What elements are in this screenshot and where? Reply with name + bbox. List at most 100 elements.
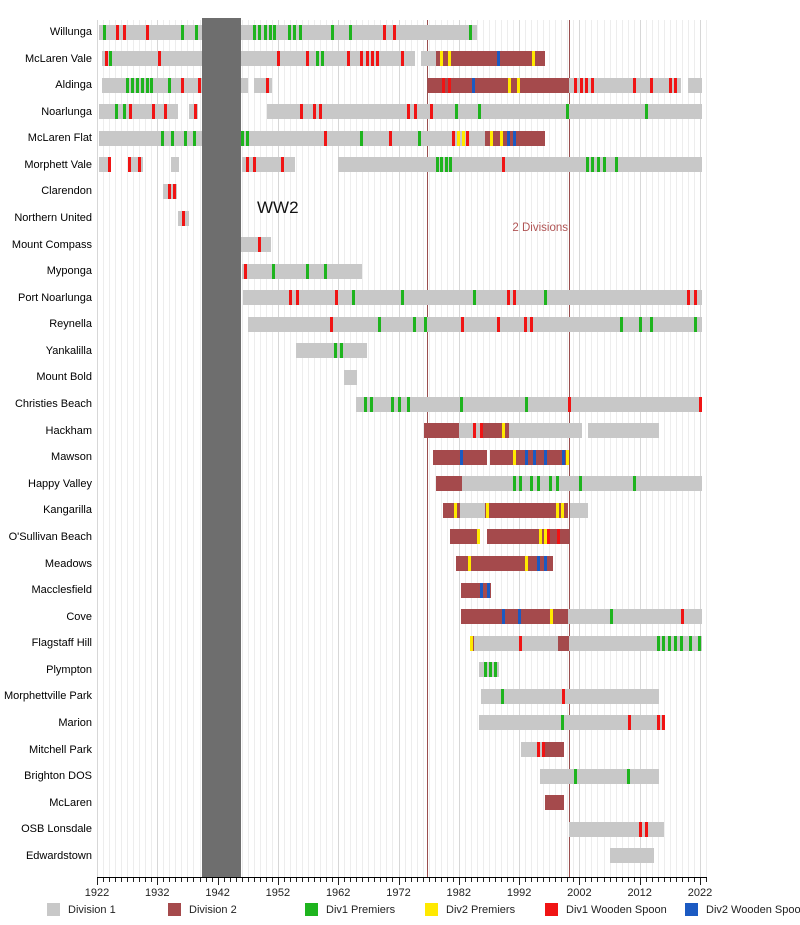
x-tick xyxy=(651,878,653,882)
div1-spoon-mark xyxy=(371,51,375,67)
gridline xyxy=(446,20,448,877)
div2-premiers-mark xyxy=(561,502,565,518)
div1-spoon-mark xyxy=(266,77,270,93)
div1-spoon-mark xyxy=(295,290,299,306)
div2-spoon-mark xyxy=(537,556,541,571)
x-tick xyxy=(609,878,611,882)
div1-premiers-mark xyxy=(566,104,570,120)
gridline xyxy=(651,20,653,877)
x-tick xyxy=(440,878,442,882)
x-tick xyxy=(350,878,352,882)
x-tick xyxy=(543,878,545,882)
gridline xyxy=(362,20,364,877)
x-tick xyxy=(706,878,708,882)
two-divisions-line xyxy=(427,20,429,877)
div1-premiers-mark xyxy=(288,24,292,40)
div1-spoon-mark xyxy=(513,290,517,306)
div2-spoon-mark xyxy=(533,449,537,465)
gridline xyxy=(308,20,310,877)
div2-premiers-mark xyxy=(448,51,452,67)
club-label: Brighton DOS xyxy=(24,770,92,783)
gridline xyxy=(157,20,159,877)
div1-premiers-mark xyxy=(574,768,578,784)
x-tick xyxy=(344,878,346,882)
division1-bar xyxy=(567,609,702,625)
x-axis: 1922 1932 1942 1952 1962 1972 1982 1992 2002 2012… xyxy=(85,877,712,900)
div1-premiers-mark xyxy=(407,396,411,412)
division2-bar xyxy=(428,77,570,93)
gridline xyxy=(525,20,527,877)
div1-premiers-mark xyxy=(455,104,459,120)
div1-spoon-mark xyxy=(579,77,583,93)
x-tick xyxy=(271,878,273,882)
div1-spoon-mark xyxy=(556,529,560,545)
div1-premiers-mark xyxy=(417,130,421,146)
x-tick xyxy=(139,878,141,882)
x-tick xyxy=(265,878,267,882)
div1-premiers-mark xyxy=(697,635,701,651)
gridline xyxy=(681,20,683,877)
gridline xyxy=(271,20,273,877)
x-tick xyxy=(326,878,328,882)
x-tick xyxy=(482,878,484,882)
club-label: Noarlunga xyxy=(41,105,92,118)
gridline xyxy=(507,20,509,877)
club-label: Willunga xyxy=(49,26,92,38)
division1-bar xyxy=(248,316,702,332)
x-tick xyxy=(187,878,189,882)
gridline xyxy=(609,20,611,877)
div1-premiers-mark xyxy=(316,51,320,67)
div1-spoon-mark xyxy=(656,715,660,731)
x-tick xyxy=(501,878,502,882)
division1-bar xyxy=(241,24,477,40)
div1-premiers-mark xyxy=(413,316,417,332)
div1-premiers-mark xyxy=(122,104,126,120)
x-tick xyxy=(193,878,195,882)
gridline xyxy=(398,20,400,877)
club-label: Northern United xyxy=(14,212,92,225)
div1-spoon-mark xyxy=(335,290,339,306)
div1-spoon-mark xyxy=(299,104,303,120)
div2-spoon-mark xyxy=(487,582,491,598)
div1-premiers-mark xyxy=(645,104,649,120)
x-tick xyxy=(289,878,291,882)
x-tick xyxy=(573,878,575,882)
x-tick xyxy=(675,878,677,882)
x-tick xyxy=(549,878,551,882)
gridline xyxy=(187,20,189,877)
club-label: Morphettville Park xyxy=(3,690,92,703)
div1-premiers-mark xyxy=(614,157,618,173)
club-label: O'Sullivan Beach xyxy=(8,530,92,543)
division2-bar xyxy=(485,502,568,518)
x-tick-label: 2012 xyxy=(627,887,652,899)
div2-premiers-mark xyxy=(477,529,481,545)
div1-premiers-mark xyxy=(364,396,368,412)
div1-spoon-mark xyxy=(460,316,464,332)
gridline xyxy=(380,20,382,877)
x-tick xyxy=(314,878,316,882)
legend: Division 1 Division 2 Div1 Premiers Div2 Pr… xyxy=(0,903,800,923)
division1-bar xyxy=(102,51,202,67)
div1-spoon-mark xyxy=(252,157,256,173)
div1-premiers-mark xyxy=(530,476,534,492)
x-tick xyxy=(259,878,261,882)
div1-spoon-mark xyxy=(104,51,108,67)
div1-premiers-mark xyxy=(268,24,272,40)
div1-premiers-mark xyxy=(161,130,165,146)
x-tick xyxy=(253,878,255,882)
gridline xyxy=(145,20,147,877)
div1-spoon-mark xyxy=(360,51,364,67)
gridline xyxy=(416,20,418,877)
div1-spoon-mark xyxy=(441,77,445,93)
x-tick xyxy=(494,878,496,882)
div1-premiers-mark xyxy=(513,476,517,492)
division1-bar xyxy=(474,635,558,651)
div1-premiers-mark xyxy=(109,51,113,67)
div1-spoon-mark xyxy=(448,77,452,93)
legend-label: Div1 Wooden Spoon xyxy=(566,904,667,916)
club-label: Yankalilla xyxy=(45,344,92,357)
division2-bar xyxy=(455,556,554,571)
division1-bar xyxy=(189,104,198,120)
gridline xyxy=(392,20,394,877)
div1-premiers-mark xyxy=(662,635,666,651)
